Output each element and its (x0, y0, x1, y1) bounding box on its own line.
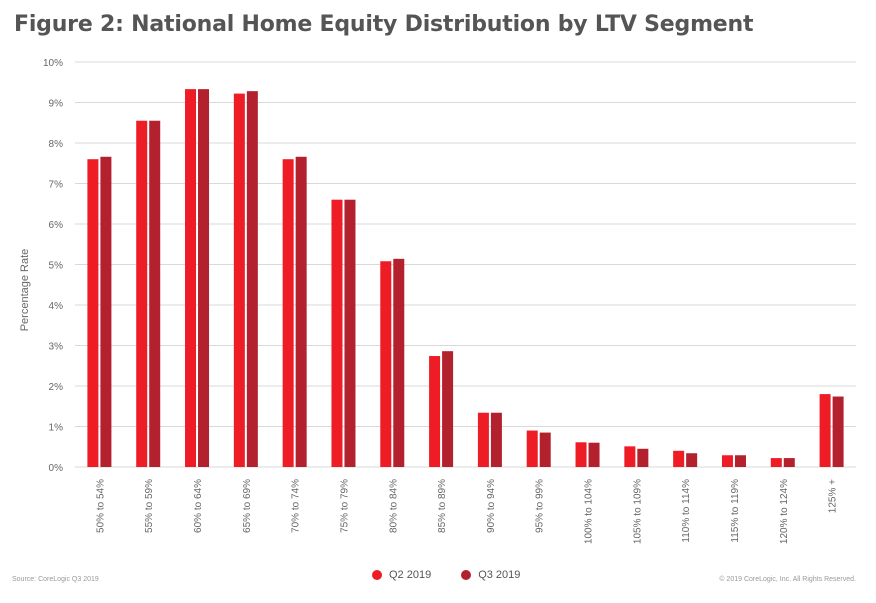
bar-q2 (282, 159, 294, 467)
bar-q3 (246, 91, 258, 467)
y-tick-label: 4% (49, 301, 64, 312)
bar-q3 (490, 412, 502, 467)
bar-q2 (575, 442, 587, 467)
bar-q3 (295, 156, 307, 467)
bar-q2 (233, 93, 245, 467)
y-tick-label: 0% (49, 463, 64, 474)
bar-q2 (185, 89, 197, 467)
bar-q3 (100, 156, 112, 467)
y-tick-label: 1% (49, 423, 64, 434)
legend-item-q3: Q3 2019 (461, 569, 520, 581)
y-tick-label: 10% (43, 58, 63, 69)
x-tick-label: 75% to 79% (339, 479, 350, 533)
legend-swatch-q3 (461, 570, 472, 580)
x-tick-label: 100% to 104% (584, 479, 595, 544)
chart-title: Figure 2: National Home Equity Distribut… (14, 12, 754, 37)
y-tick-label: 9% (49, 99, 64, 110)
bar-q2 (526, 430, 538, 467)
y-tick-label: 6% (49, 220, 64, 231)
x-tick-label: 95% to 99% (535, 479, 546, 533)
y-axis-ticks: 0% 1% 2% 3% 4% 5% 6% 7% 8% 9% 10% (43, 58, 63, 474)
x-tick-label: 80% to 84% (388, 479, 399, 533)
bar-q2 (770, 458, 782, 467)
bar-q2 (477, 412, 489, 467)
x-tick-label: 60% to 64% (193, 479, 204, 533)
y-tick-label: 8% (49, 139, 64, 150)
copyright-note: © 2019 CoreLogic, Inc. All Rights Reserv… (719, 576, 856, 583)
bar-q2 (429, 356, 441, 467)
bar-q3 (686, 453, 698, 467)
legend-label-q3: Q3 2019 (478, 569, 521, 581)
y-tick-label: 2% (49, 382, 64, 393)
bar-q3 (344, 199, 356, 467)
x-tick-label: 55% to 59% (144, 479, 155, 533)
y-axis-label: Percentage Rate (19, 249, 31, 332)
bar-q3 (198, 89, 210, 467)
x-tick-label: 50% to 54% (95, 479, 106, 533)
bar-q2 (380, 261, 392, 467)
legend: Q2 2019 Q3 2019 (372, 569, 520, 581)
x-tick-label: 65% to 69% (242, 479, 253, 533)
x-axis-ticks: 50% to 54% 55% to 59% 60% to 64% 65% to 69%… (95, 479, 838, 544)
legend-swatch-q2 (372, 570, 382, 580)
bar-q3 (149, 120, 161, 467)
bar-q3 (588, 442, 600, 467)
source-note: Source: CoreLogic Q3 2019 (12, 576, 99, 583)
legend-item-q2: Q2 2019 (372, 569, 431, 581)
x-tick-label: 115% to 119% (730, 479, 741, 543)
x-tick-label: 105% to 109% (632, 479, 643, 544)
bar-q2 (136, 120, 148, 467)
x-tick-label: 90% to 94% (486, 479, 497, 533)
bars (87, 89, 844, 467)
y-tick-label: 5% (49, 261, 64, 272)
bar-q3 (442, 351, 454, 467)
x-tick-label: 125% + (828, 479, 839, 513)
bar-q3 (539, 432, 551, 467)
y-tick-label: 7% (49, 180, 64, 191)
y-tick-label: 3% (49, 342, 64, 353)
bar-q3 (393, 258, 405, 467)
bar-q2 (331, 199, 343, 467)
bar-q2 (624, 446, 636, 467)
x-tick-label: 110% to 114% (681, 479, 692, 543)
bar-q2 (721, 455, 733, 467)
x-tick-label: 120% to 124% (779, 479, 790, 544)
x-tick-label: 85% to 89% (437, 479, 448, 533)
bar-q2 (87, 159, 99, 467)
bar-q3 (832, 396, 844, 467)
bar-q2 (819, 394, 831, 467)
bar-q3 (783, 458, 795, 467)
bar-q2 (673, 450, 685, 467)
bar-q3 (637, 448, 649, 467)
legend-label-q2: Q2 2019 (389, 569, 432, 581)
bar-q3 (734, 455, 746, 467)
x-tick-label: 70% to 74% (291, 479, 302, 533)
